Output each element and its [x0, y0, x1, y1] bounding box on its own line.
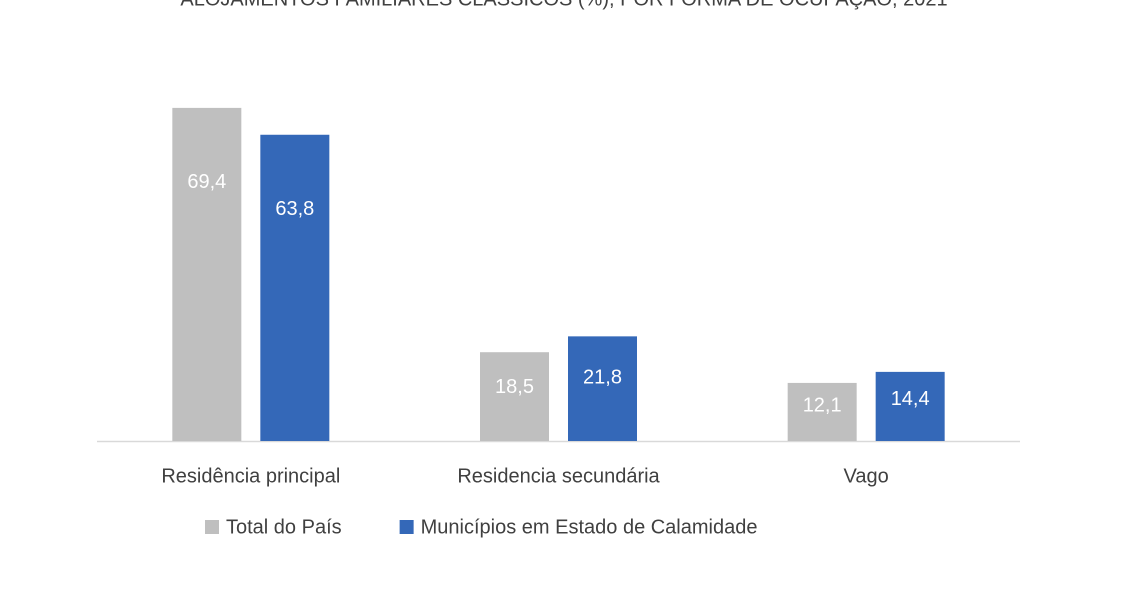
data-label: 63,8	[275, 198, 314, 220]
bar	[568, 336, 637, 441]
legend-swatch	[399, 520, 414, 534]
chart-title: ALOJAMENTOS FAMILIARES CLÁSSICOS (%), PO…	[180, 0, 947, 10]
legend-swatch	[205, 520, 219, 534]
bar	[480, 352, 549, 441]
x-tick-label: Residência principal	[161, 465, 340, 487]
data-label: 14,4	[891, 388, 930, 410]
bar	[172, 107, 242, 441]
data-label: 12,1	[803, 394, 842, 416]
data-label: 18,5	[495, 376, 534, 398]
legend-label: Total do País	[226, 516, 342, 538]
legend-label: Municípios em Estado de Calamidade	[421, 516, 758, 538]
x-tick-label: Vago	[844, 465, 889, 487]
bar	[875, 371, 945, 441]
data-label: 69,4	[187, 171, 226, 193]
x-tick-label: Residencia secundária	[457, 465, 660, 487]
data-label: 21,8	[583, 366, 622, 388]
bar	[787, 382, 857, 441]
bar	[260, 134, 330, 441]
